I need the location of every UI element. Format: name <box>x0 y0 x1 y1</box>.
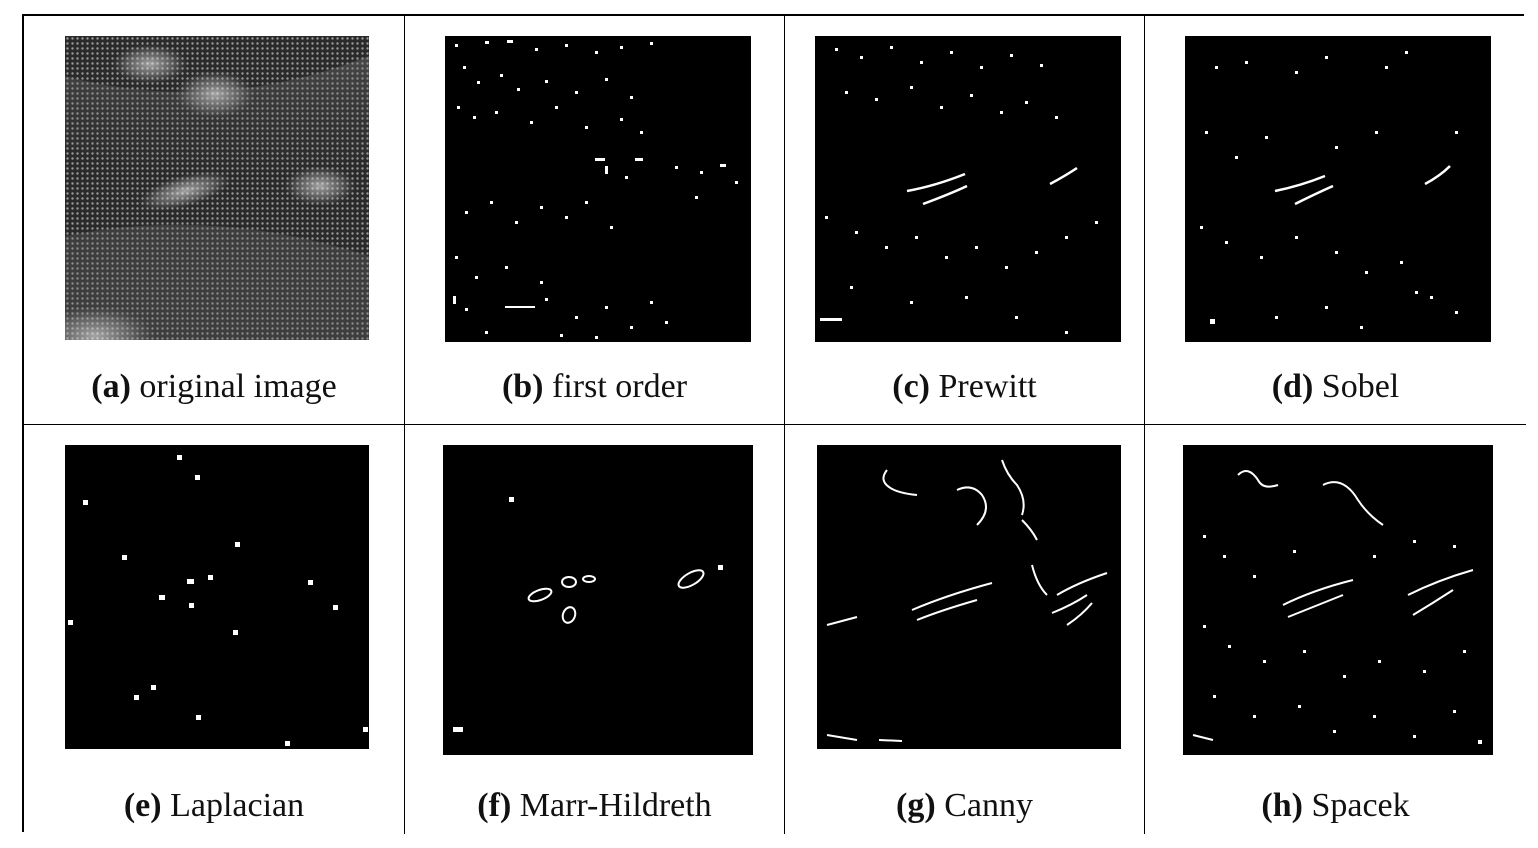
figure-table: (a) original image <box>22 14 1526 834</box>
original-image <box>65 36 369 340</box>
prewitt-edge-image <box>815 36 1121 342</box>
dots-b <box>453 40 738 339</box>
caption-laplacian: (e) Laplacian <box>123 787 305 824</box>
panel-sobel: (d) Sobel <box>1145 16 1526 425</box>
contours-f <box>453 497 723 732</box>
caption-canny: (g) Canny <box>896 787 1033 824</box>
panel-original-image: (a) original image <box>24 16 405 425</box>
panel-first-order: (b) first order <box>405 16 785 425</box>
canny-edge-image <box>817 445 1121 749</box>
caption-original-image: (a) original image <box>91 368 337 405</box>
dots-d <box>1200 51 1458 329</box>
panel-canny: (g) Canny <box>785 425 1145 834</box>
laplacian-edge-image <box>65 445 369 749</box>
caption-prewitt: (c) Prewitt <box>892 368 1037 405</box>
contours-g <box>826 459 1108 742</box>
dots-c <box>820 46 1098 334</box>
sobel-edge-image <box>1185 36 1491 342</box>
panel-marr-hildreth: (f) Marr-Hildreth <box>405 425 785 834</box>
caption-first-order: (b) first order <box>501 368 688 405</box>
spacek-edge-image <box>1183 445 1493 755</box>
panel-spacek: (h) Spacek <box>1145 425 1526 834</box>
marr-hildreth-edge-image <box>443 445 753 755</box>
caption-marr-hildreth: (f) Marr-Hildreth <box>477 787 712 824</box>
dots-e <box>68 455 368 746</box>
caption-sobel: (d) Sobel <box>1271 368 1400 405</box>
contours-h <box>1192 470 1482 744</box>
panel-laplacian: (e) Laplacian <box>24 425 405 834</box>
panel-prewitt: (c) Prewitt <box>785 16 1145 425</box>
first-order-edge-image <box>445 36 751 342</box>
caption-spacek: (h) Spacek <box>1261 787 1410 824</box>
